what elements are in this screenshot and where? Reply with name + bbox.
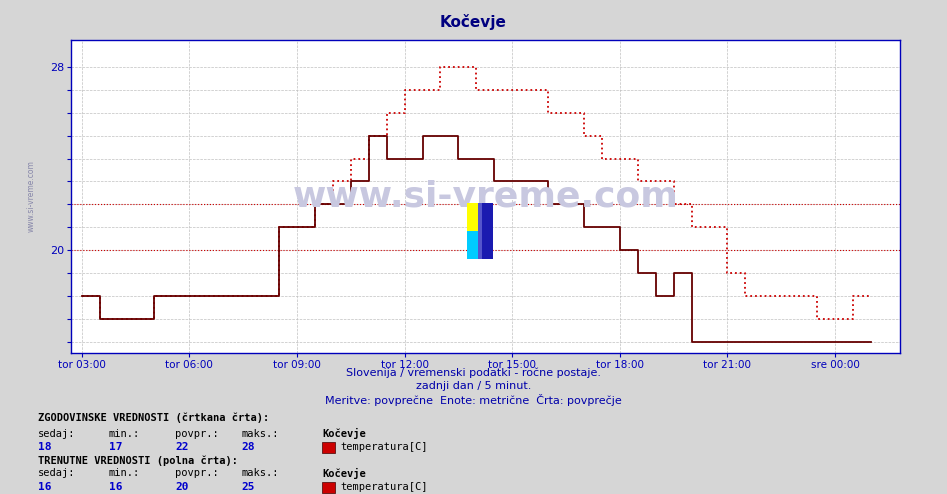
Text: TRENUTNE VREDNOSTI (polna črta):: TRENUTNE VREDNOSTI (polna črta): [38,455,238,466]
Text: 18: 18 [38,442,51,452]
Text: ZGODOVINSKE VREDNOSTI (črtkana črta):: ZGODOVINSKE VREDNOSTI (črtkana črta): [38,412,269,423]
Text: povpr.:: povpr.: [175,429,219,439]
Text: 16: 16 [38,482,51,492]
Text: Kočevje: Kočevje [322,428,366,439]
Text: 17: 17 [109,442,122,452]
Text: sedaj:: sedaj: [38,468,76,478]
Text: 25: 25 [241,482,255,492]
Text: povpr.:: povpr.: [175,468,219,478]
Bar [467,203,480,231]
Text: www.si-vreme.com: www.si-vreme.com [293,179,678,213]
Text: Slovenija / vremenski podatki - ročne postaje.: Slovenija / vremenski podatki - ročne po… [346,368,601,378]
Text: Meritve: povprečne  Enote: metrične  Črta: povprečje: Meritve: povprečne Enote: metrične Črta:… [325,394,622,406]
Bar [467,231,480,259]
Text: Kočevje: Kočevje [322,468,366,479]
Text: min.:: min.: [109,429,140,439]
Text: temperatura[C]: temperatura[C] [340,442,427,452]
Text: maks.:: maks.: [241,429,279,439]
Polygon shape [478,203,482,259]
Text: min.:: min.: [109,468,140,478]
Text: temperatura[C]: temperatura[C] [340,482,427,492]
Bar [480,203,493,259]
Text: 22: 22 [175,442,188,452]
Text: 16: 16 [109,482,122,492]
Text: 20: 20 [175,482,188,492]
Text: Kočevje: Kočevje [440,14,507,30]
Text: 28: 28 [241,442,255,452]
Text: www.si-vreme.com: www.si-vreme.com [27,161,36,232]
Text: maks.:: maks.: [241,468,279,478]
Text: sedaj:: sedaj: [38,429,76,439]
Text: zadnji dan / 5 minut.: zadnji dan / 5 minut. [416,381,531,391]
